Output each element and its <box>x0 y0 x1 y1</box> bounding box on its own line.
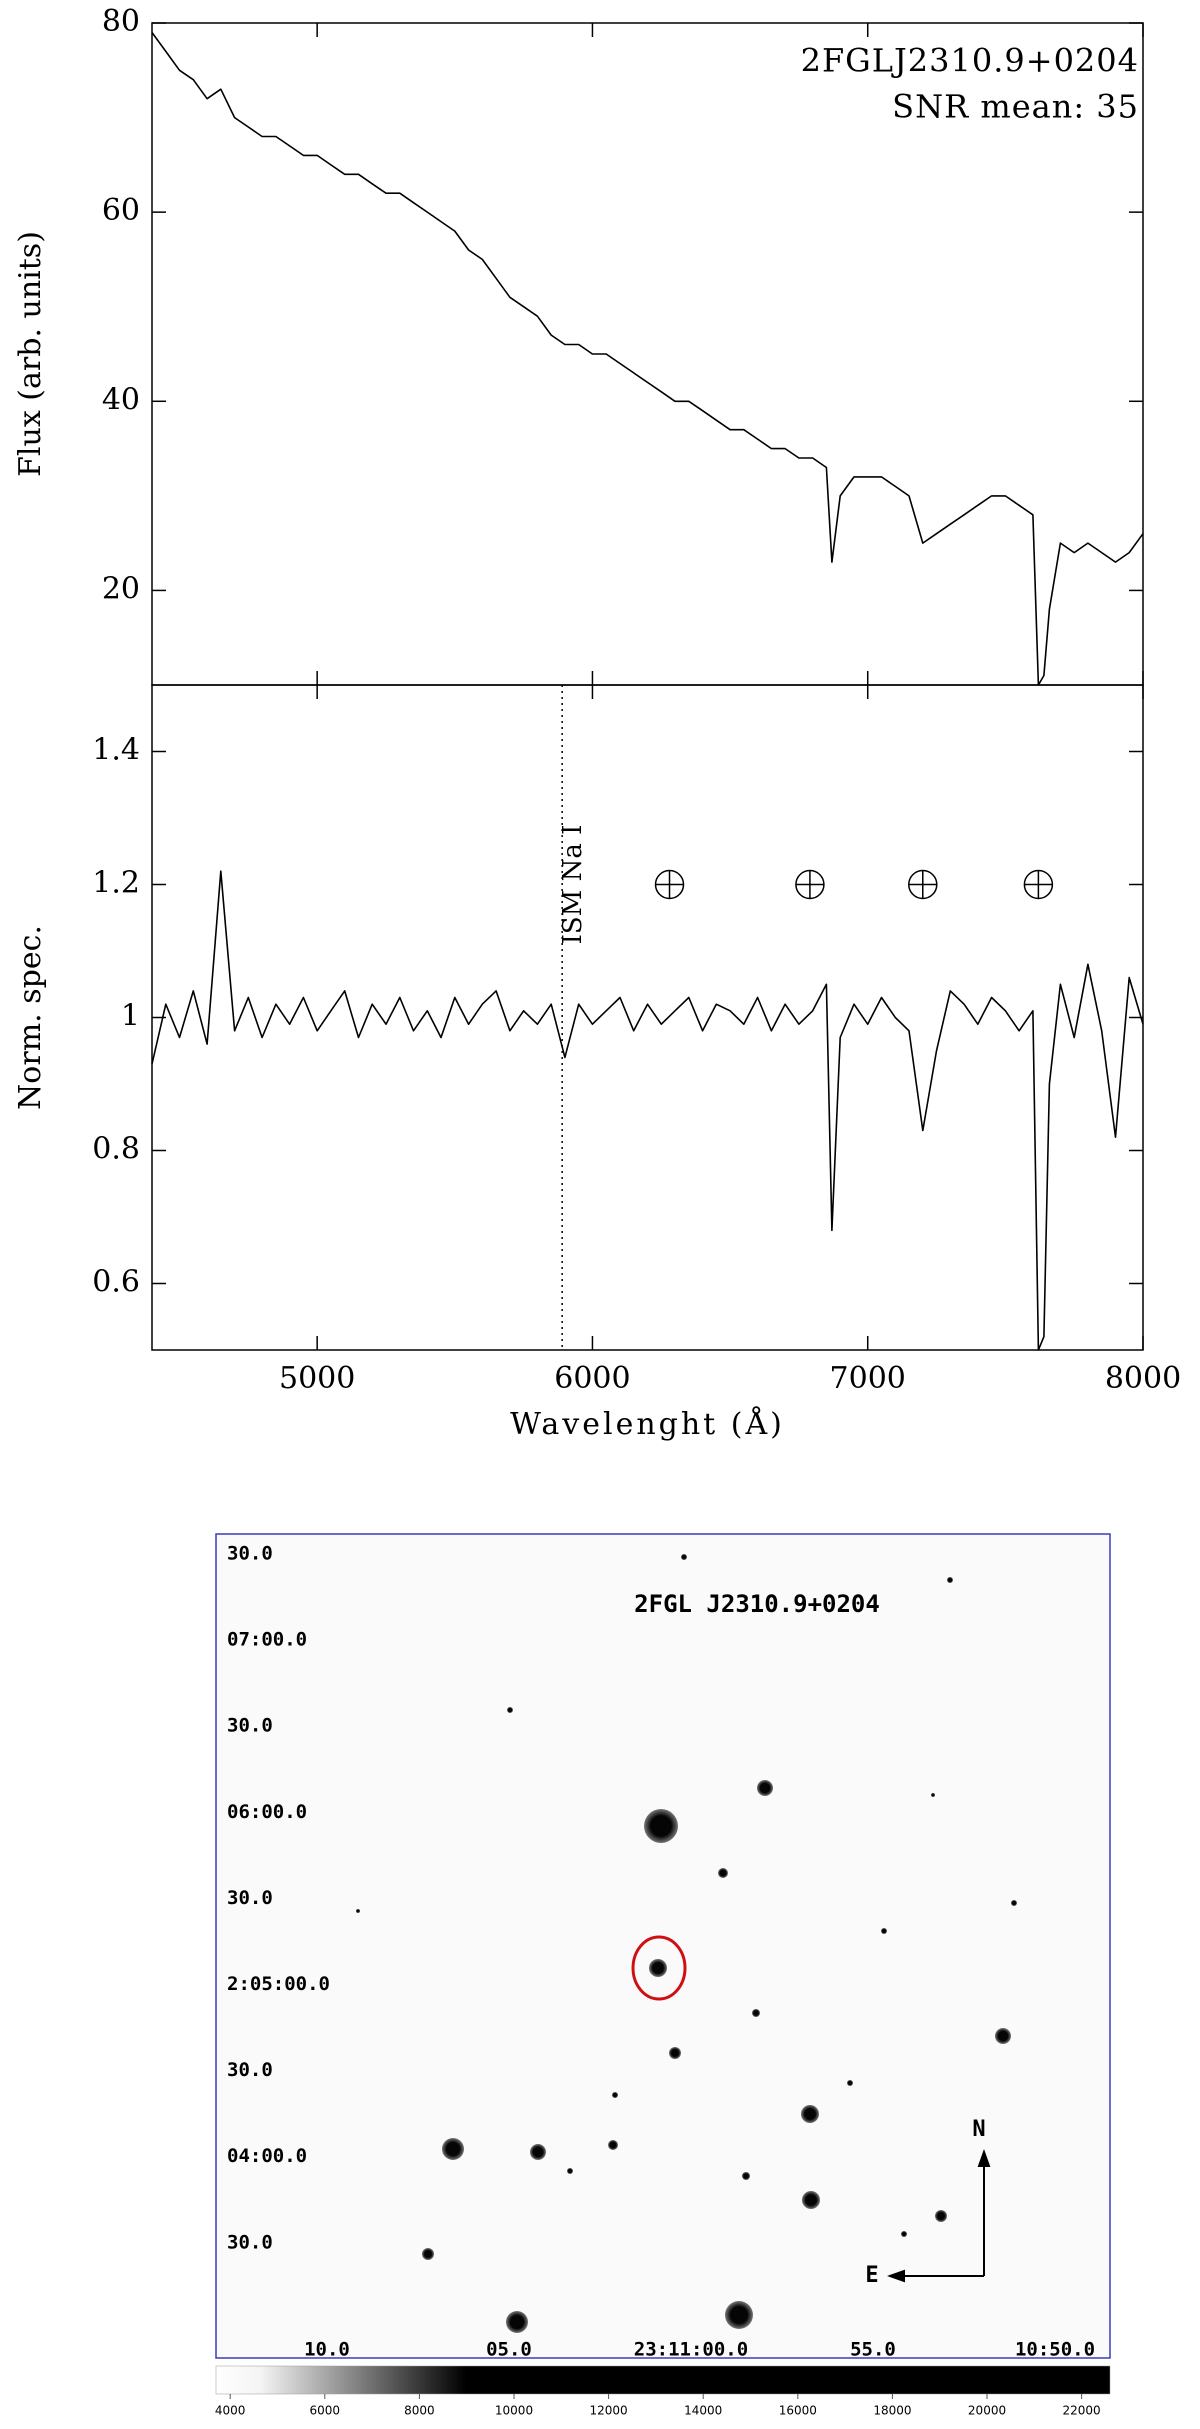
y-tick-label: 1 <box>121 999 140 1034</box>
star <box>422 2248 434 2260</box>
telluric-symbol <box>795 869 825 900</box>
dec-label: 2:05:00.0 <box>227 1973 330 1995</box>
dec-label: 04:00.0 <box>227 2145 307 2167</box>
star <box>356 1909 360 1913</box>
star <box>612 2092 618 2098</box>
dec-label: 30.0 <box>227 1715 273 1737</box>
finding-chart: N E 2FGL J2310.9+0204 <box>215 1533 1111 2395</box>
ra-label: 05.0 <box>486 2339 532 2361</box>
star <box>901 2231 907 2237</box>
arrow-head <box>977 2149 991 2167</box>
x-tick-label: 5000 <box>279 1361 355 1396</box>
y-tick-label: 60 <box>102 193 140 228</box>
ra-label: 10.0 <box>304 2339 350 2361</box>
panel: 0.6 0.8 1 1.2 1.4 5000 6000 7000 8000 Norm. spec.… <box>13 684 1181 1442</box>
image-frame <box>215 1533 1111 2359</box>
colorbar-tick-label: 8000 <box>404 2404 435 2418</box>
annotation: 2FGLJ2310.9+0204 <box>801 42 1139 80</box>
star <box>681 1554 687 1560</box>
dec-label: 30.0 <box>227 1543 273 1565</box>
x-tick-label: 8000 <box>1105 1361 1181 1396</box>
colorbar-tick-label: 20000 <box>968 2404 1006 2418</box>
star <box>847 2080 853 2086</box>
star <box>742 2172 750 2180</box>
reference-label: ISM Na I <box>558 825 588 945</box>
telluric-symbol <box>1023 869 1054 900</box>
star <box>644 1809 678 1843</box>
colorbar-tick-label: 22000 <box>1063 2404 1101 2418</box>
plot-frame <box>151 684 1144 1351</box>
star <box>935 2210 947 2222</box>
compass <box>887 2149 991 2283</box>
star <box>669 2047 681 2059</box>
telluric-symbol <box>908 869 938 900</box>
telluric-symbol <box>654 869 685 900</box>
star <box>995 2028 1011 2044</box>
y-axis-label: Norm. spec. <box>13 925 48 1110</box>
star <box>608 2140 618 2150</box>
star <box>931 1793 935 1797</box>
y-tick-label: 40 <box>102 382 140 417</box>
star <box>530 2144 546 2160</box>
colorbar-tick-label: 10000 <box>495 2404 533 2418</box>
star <box>506 2311 528 2333</box>
spectrum-line <box>151 32 1144 686</box>
east-label: E <box>865 2263 878 2288</box>
colorbar-tick-label: 4000 <box>215 2404 246 2418</box>
dec-label: 30.0 <box>227 1887 273 1909</box>
colorbar-tick-label: 18000 <box>873 2404 911 2418</box>
finding-chart-labels: 30.0 07:00.0 30.0 06:00.0 30.0 2:05:00.0 30.0 0… <box>215 1543 1101 2418</box>
telluric-cross <box>908 870 937 899</box>
ra-label: 55.0 <box>850 2339 896 2361</box>
x-tick-label: 7000 <box>830 1361 906 1396</box>
star <box>801 2105 819 2123</box>
star <box>757 1780 773 1796</box>
target-circle <box>631 1935 687 2001</box>
star <box>718 1868 728 1878</box>
star <box>442 2138 464 2160</box>
x-axis-label: Wavelenght (Å) <box>510 1406 785 1442</box>
star <box>725 2301 753 2329</box>
colorbar-tick-label: 12000 <box>590 2404 628 2418</box>
star <box>947 1577 953 1583</box>
dec-label: 30.0 <box>227 2059 273 2081</box>
arrow-head <box>887 2269 905 2283</box>
y-tick-label: 20 <box>102 571 140 606</box>
spectra: 20 40 60 80 Flux (arb. units) 2FGLJ2310.9+020… <box>13 4 1181 1442</box>
stars <box>356 1554 1017 2333</box>
y-tick-label: 1.4 <box>92 733 140 768</box>
y-tick-label: 1.2 <box>92 866 140 901</box>
telluric-cross <box>655 870 684 899</box>
dec-label: 30.0 <box>227 2231 273 2253</box>
annotation: SNR mean: 35 <box>892 88 1139 126</box>
ra-label: 23:11:00.0 <box>634 2339 748 2361</box>
star <box>567 2168 573 2174</box>
x-tick-label: 6000 <box>554 1361 630 1396</box>
telluric-cross <box>795 870 824 899</box>
north-label: N <box>972 2117 985 2142</box>
image-title: 2FGL J2310.9+0204 <box>634 1590 880 1618</box>
colorbar-tick-label: 6000 <box>310 2404 341 2418</box>
panel: 20 40 60 80 Flux (arb. units) 2FGLJ2310.9+020… <box>13 4 1144 686</box>
dec-label: 06:00.0 <box>227 1801 307 1823</box>
y-tick-label: 0.6 <box>92 1265 140 1300</box>
dec-label: 07:00.0 <box>227 1629 307 1651</box>
y-axis-label: Flux (arb. units) <box>13 231 48 477</box>
colorbar-tick-label: 16000 <box>779 2404 817 2418</box>
spectrum-line <box>151 870 1144 1351</box>
star <box>881 1928 887 1934</box>
y-tick-label: 0.8 <box>92 1132 140 1167</box>
star <box>802 2191 820 2209</box>
star <box>1011 1900 1017 1906</box>
y-tick-label: 80 <box>102 4 140 39</box>
colorbar-tick-label: 14000 <box>684 2404 722 2418</box>
star <box>507 1707 513 1713</box>
colorbar <box>215 2365 1111 2395</box>
star <box>649 1959 667 1977</box>
telluric-cross <box>1024 870 1053 899</box>
star <box>752 2009 760 2017</box>
ra-label: 10:50.0 <box>1015 2339 1095 2361</box>
